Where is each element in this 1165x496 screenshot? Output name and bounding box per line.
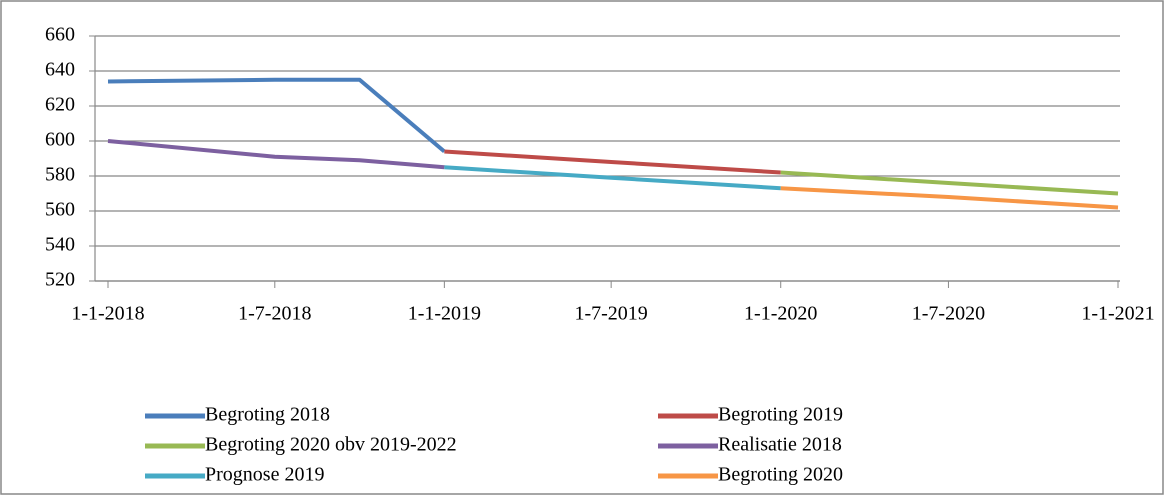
y-tick-label: 540 [45, 234, 75, 256]
series-line [780, 186, 1119, 210]
y-tick-label: 600 [45, 129, 75, 151]
y-tick-label: 620 [45, 94, 75, 116]
x-tick-label: 1-1-2019 [408, 303, 481, 325]
legend-label: Prognose 2019 [205, 464, 324, 486]
legend-label: Begroting 2020 [718, 464, 843, 486]
y-tick-label: 640 [45, 59, 75, 81]
y-tick-label: 560 [45, 199, 75, 221]
legend-label: Begroting 2020 obv 2019-2022 [205, 434, 457, 456]
y-tick-label: 580 [45, 164, 75, 186]
y-tick-label: 660 [45, 24, 75, 46]
legend-label: Realisatie 2018 [718, 434, 842, 456]
x-tick-label: 1-7-2018 [238, 303, 311, 325]
series-line [780, 170, 1119, 196]
legend-label: Begroting 2018 [205, 404, 330, 426]
x-tick-label: 1-1-2020 [744, 303, 817, 325]
x-tick-label: 1-7-2020 [912, 303, 985, 325]
x-tick-label: 1-7-2019 [574, 303, 647, 325]
x-tick-label: 1-1-2021 [1081, 303, 1154, 325]
series-line [107, 77, 446, 154]
legend-label: Begroting 2019 [718, 404, 843, 426]
series-line [444, 165, 781, 191]
x-tick-label: 1-1-2018 [71, 303, 144, 325]
y-tick-label: 520 [45, 269, 75, 291]
series-line [444, 149, 781, 175]
series-line [107, 139, 445, 170]
